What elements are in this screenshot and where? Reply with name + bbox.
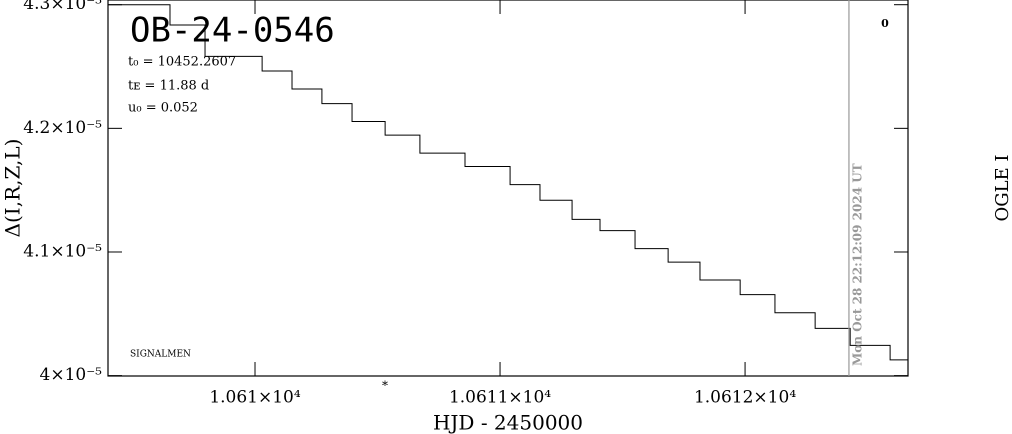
chart-title: OB-24-0546 [130, 11, 335, 51]
plot-frame [107, 0, 909, 377]
right-label: OGLE I [992, 154, 1012, 221]
annotation: SIGNALMEN [130, 350, 191, 360]
x-axis-label: HJD - 2450000 [433, 411, 583, 434]
y-tick-label: 4.1×10⁻⁵ [23, 241, 102, 261]
y-axis-label: Δ(I,R,Z,L) [1, 139, 25, 238]
marker-label: Mon Oct 28 22:12:09 2024 UT [850, 163, 864, 366]
annotation: * [382, 379, 388, 393]
annotation: t₀ = 10452.2607 [128, 55, 236, 70]
y-tick-label: 4.3×10⁻⁵ [23, 0, 102, 14]
x-tick-label: 1.0611×10⁴ [449, 388, 551, 408]
x-tick-label: 1.061×10⁴ [209, 388, 301, 408]
data-line [108, 4, 908, 361]
annotation: tᴇ = 11.88 d [128, 79, 209, 94]
y-tick-label: 4.2×10⁻⁵ [23, 118, 102, 138]
x-tick-label: 1.0612×10⁴ [694, 388, 796, 408]
annotation: 0 [881, 17, 889, 30]
annotation: u₀ = 0.052 [128, 101, 198, 116]
y-tick-label: 4×10⁻⁵ [40, 365, 103, 385]
